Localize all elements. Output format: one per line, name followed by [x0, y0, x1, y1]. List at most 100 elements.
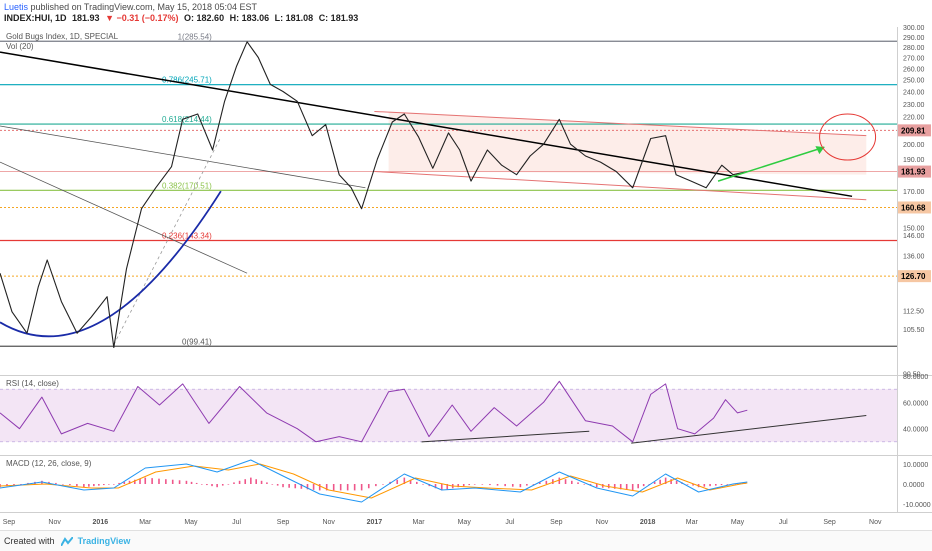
projection-arrow-head [815, 146, 825, 155]
projection-arrow [717, 146, 825, 182]
macd-histogram-bar [353, 484, 356, 491]
macd-histogram-bar [300, 484, 303, 489]
rsi-label: RSI (14, close) [6, 379, 59, 388]
tertiary-trend-line [0, 161, 248, 274]
time-tick-label: Sep [3, 519, 16, 526]
volume-label: Vol (20) [6, 42, 34, 51]
time-tick-label: Jul [232, 519, 241, 526]
macd-histogram-bar [113, 484, 115, 485]
macd-line [0, 459, 748, 503]
macd-histogram-bar [519, 484, 522, 488]
price-chart[interactable]: 1(285.54) 0.786(245.71) 0.618(214.44) 0.382… [0, 0, 932, 530]
author-link[interactable]: Luetis [4, 2, 29, 12]
macd-histogram-bar [306, 484, 309, 490]
price-tick-label: 290.00 [903, 35, 925, 42]
chart-title: Gold Bugs Index, 1D, SPECIAL [6, 32, 119, 41]
macd-histogram-bar [238, 480, 241, 484]
symbol-name[interactable]: INDEX:HUI, 1D [4, 13, 67, 23]
macd-histogram-bar [367, 484, 370, 489]
macd-histogram-bar [6, 484, 8, 487]
time-tick-label: 2017 [367, 519, 383, 526]
macd-histogram-bar [416, 481, 418, 484]
macd-histogram-bar [178, 480, 181, 484]
macd-histogram-bar [255, 479, 257, 484]
macd-histogram-bar [282, 484, 284, 488]
macd-histogram-bar [539, 482, 541, 484]
price-tag-label: 209.81 [901, 126, 926, 135]
macd-histogram-bar [294, 484, 297, 489]
price-tick-label: 230.00 [903, 102, 925, 109]
macd-histogram-bar [446, 484, 449, 490]
fib-level-label: 0.618(214.44) [162, 115, 212, 124]
price-tick-label: 260.00 [903, 66, 925, 73]
macd-histogram-bar [382, 484, 384, 485]
macd-tick-label: -10.0000 [903, 502, 931, 509]
high-value: H: 183.06 [229, 13, 270, 23]
macd-histogram-bar [526, 484, 528, 486]
macd-histogram-bar [709, 484, 711, 487]
macd-histogram-bar [577, 482, 579, 484]
price-tick-label: 150.00 [903, 225, 925, 232]
macd-histogram-bar [88, 484, 90, 487]
macd-tick-label: 0.0000 [903, 482, 925, 489]
macd-histogram-bar [62, 484, 64, 485]
price-line [0, 41, 748, 349]
macd-pane [0, 456, 897, 512]
macd-histogram-bar [583, 484, 586, 485]
macd-histogram-bar [318, 484, 321, 491]
major-downtrend-line [0, 51, 853, 198]
macd-histogram-bar [271, 484, 274, 485]
fib-level-label: 0.786(245.71) [162, 76, 212, 85]
price-pane [0, 27, 897, 375]
time-tick-label: Sep [550, 519, 563, 526]
macd-histogram-bar [511, 484, 514, 487]
macd-histogram-bar [440, 484, 443, 491]
macd-histogram-bar [670, 479, 672, 484]
price-tick-label: 200.00 [903, 142, 925, 149]
time-tick-label: Mar [686, 519, 699, 526]
rsi-trend-line-2 [631, 415, 867, 444]
macd-histogram-bar [339, 484, 342, 491]
macd-histogram-bar [692, 484, 694, 486]
price-tag-label: 126.70 [901, 272, 926, 281]
price-tick-label: 112.50 [903, 309, 924, 316]
macd-histogram-bar [185, 480, 188, 484]
publish-info: Luetis published on TradingView.com, May… [4, 2, 257, 12]
time-tick-label: Nov [48, 519, 61, 526]
macd-histogram-bar [98, 484, 100, 486]
macd-histogram-bar [123, 481, 126, 484]
macd-histogram-bar [250, 477, 252, 484]
time-tick-label: 2018 [640, 519, 656, 526]
tradingview-brand[interactable]: TradingView [77, 536, 131, 546]
macd-histogram-bar [558, 477, 561, 484]
chart-header: Luetis published on TradingView.com, May… [0, 0, 932, 26]
macd-histogram-bar [171, 479, 174, 484]
macd-histogram-bar [346, 484, 349, 491]
macd-histogram-bar [190, 481, 193, 484]
macd-histogram-bar [545, 480, 548, 484]
price-tick-label: 250.00 [903, 78, 925, 85]
last-price: 181.93 [72, 13, 100, 23]
macd-histogram-bar [128, 480, 131, 484]
macd-histogram-bar [489, 484, 491, 486]
macd-histogram-bar [720, 484, 723, 486]
tradingview-logo-icon [61, 537, 74, 547]
fib-level-label: 0.236(143.34) [162, 231, 212, 240]
time-tick-label: Nov [322, 519, 335, 526]
close-value: C: 181.93 [318, 13, 359, 23]
macd-signal-line [0, 463, 748, 499]
macd-histogram-bar [457, 484, 460, 488]
macd-histogram-bar [625, 484, 628, 490]
price-change: ▼ −0.31 (−0.17%) [105, 13, 179, 23]
rsi-tick-label: 40.0000 [903, 427, 928, 434]
macd-histogram-bar [631, 484, 634, 491]
channel-bottom-line [374, 170, 867, 201]
macd-histogram-bar [570, 480, 573, 484]
rounding-bottom-arc [0, 190, 222, 338]
price-tick-label: 270.00 [903, 55, 925, 62]
macd-histogram-bar [55, 482, 57, 484]
macd-histogram-bar [325, 484, 328, 491]
macd-histogram-bar [216, 484, 218, 488]
macd-histogram-bar [468, 484, 471, 486]
price-tick-label: 105.50 [903, 327, 925, 334]
